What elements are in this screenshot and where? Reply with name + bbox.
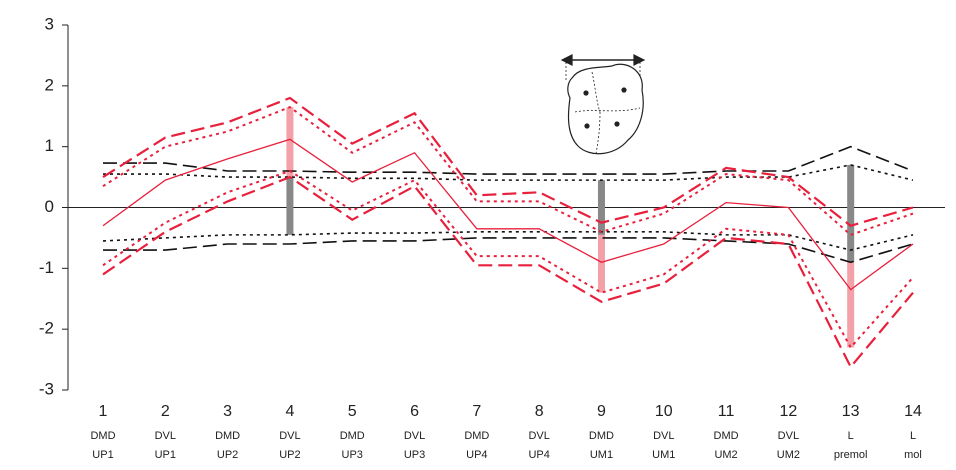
y-tick-label: 1 [45, 136, 54, 155]
x-sub-label: DVL [404, 430, 425, 442]
x-sub-label: UM1 [590, 449, 613, 461]
x-tick-label: 8 [535, 403, 544, 420]
x-sub-label: DMD [215, 430, 240, 442]
x-sub-label: UP3 [404, 449, 425, 461]
x-tick-label: 11 [718, 403, 735, 420]
y-tick-label: -1 [39, 258, 54, 277]
series-line [103, 145, 914, 175]
x-tick-label: 4 [285, 403, 294, 420]
series-line [102, 175, 914, 369]
x-sub-label: UP2 [279, 449, 300, 461]
range-bar [597, 180, 605, 235]
y-tick-label: -3 [39, 379, 54, 398]
range-bar [847, 262, 855, 348]
x-sub-label: DMD [464, 430, 489, 442]
x-sub-label: UP2 [217, 449, 238, 461]
range-bar [597, 234, 605, 293]
y-tick-label: 0 [45, 197, 54, 216]
series-line [102, 96, 914, 227]
tooth-diagram [560, 54, 646, 155]
x-sub-label: DMD [340, 430, 365, 442]
x-tick-label: 10 [655, 403, 673, 420]
arrow-head [560, 54, 573, 66]
arrow-head [633, 54, 646, 66]
series-line [102, 105, 914, 237]
x-sub-label: L [848, 430, 854, 442]
x-tick-label: 3 [223, 403, 232, 420]
range-bar [286, 177, 294, 235]
series-line [103, 237, 914, 264]
x-sub-label: DVL [653, 430, 674, 442]
x-sub-label: DMD [714, 430, 739, 442]
range-bar [286, 107, 294, 178]
y-tick-label: -2 [39, 319, 54, 338]
x-tick-label: 9 [597, 403, 606, 420]
series-line [102, 231, 914, 251]
x-tick-label: 5 [348, 403, 357, 420]
x-sub-label: L [910, 430, 916, 442]
x-sub-label: mol [904, 449, 922, 461]
series-line [103, 164, 914, 181]
x-sub-label: DVL [778, 430, 799, 442]
x-tick-label: 12 [779, 403, 797, 420]
x-sub-label: UP1 [155, 449, 176, 461]
y-tick-label: 2 [45, 75, 54, 94]
x-sub-label: UP4 [466, 449, 487, 461]
tooth-cusps [574, 71, 641, 155]
x-sub-label: DMD [90, 430, 115, 442]
x-sub-label: DMD [589, 430, 614, 442]
x-sub-label: UP1 [92, 449, 113, 461]
x-sub-label: UP4 [528, 449, 549, 461]
x-tick-label: 13 [842, 403, 860, 420]
x-tick-label: 6 [410, 403, 419, 420]
x-sub-label: UM2 [714, 449, 737, 461]
range-bar [847, 164, 855, 263]
x-sub-label: UP3 [342, 449, 363, 461]
series-line [102, 169, 914, 350]
series-line [102, 138, 914, 291]
tooth-outline [567, 63, 644, 155]
x-tick-label: 7 [472, 403, 481, 420]
x-tick-label: 2 [161, 403, 170, 420]
x-sub-label: DVL [279, 430, 300, 442]
x-sub-label: DVL [528, 430, 549, 442]
x-sub-label: UM1 [652, 449, 675, 461]
x-sub-label: DVL [155, 430, 176, 442]
x-tick-label: 1 [99, 403, 108, 420]
x-tick-label: 14 [904, 403, 922, 420]
y-tick-label: 3 [45, 14, 54, 33]
x-sub-label: UM2 [777, 449, 800, 461]
x-sub-label: premol [834, 449, 868, 461]
